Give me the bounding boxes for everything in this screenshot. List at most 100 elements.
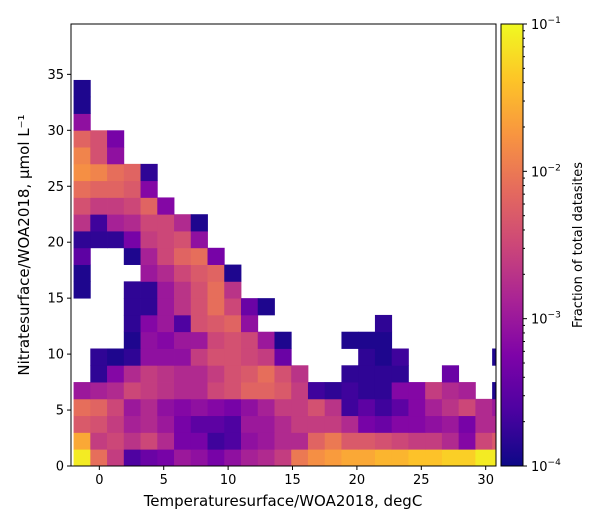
y-tick-label: 5 bbox=[56, 404, 64, 419]
colorbar-label: Fraction of total datasites bbox=[571, 162, 586, 328]
heatmap-cell bbox=[123, 281, 141, 299]
heatmap-cell bbox=[90, 231, 108, 249]
heatmap-cell bbox=[224, 415, 242, 433]
colorbar-tick-label: 10−2 bbox=[531, 163, 561, 180]
heatmap-cell bbox=[73, 231, 91, 249]
heatmap-cell bbox=[257, 432, 275, 450]
heatmap-cell bbox=[241, 398, 259, 417]
heatmap-cell bbox=[492, 432, 497, 450]
heatmap-cell bbox=[190, 432, 208, 450]
heatmap-cell bbox=[458, 398, 476, 417]
heatmap-cell bbox=[140, 415, 158, 433]
heatmap-cell bbox=[90, 348, 108, 366]
heatmap-cell bbox=[123, 449, 141, 467]
heatmap-cell bbox=[458, 415, 476, 433]
heatmap-cell bbox=[257, 348, 275, 366]
heatmap-cell bbox=[341, 415, 359, 433]
heatmap-cell bbox=[157, 331, 175, 349]
heatmap-cell bbox=[307, 449, 326, 467]
heatmap-cell bbox=[408, 398, 426, 417]
colorbar-tick-label: 10−4 bbox=[531, 458, 561, 475]
heatmap-cell bbox=[207, 449, 225, 467]
heatmap-cell bbox=[107, 432, 125, 450]
heatmap-cell bbox=[123, 214, 141, 232]
heatmap-cell bbox=[441, 365, 460, 383]
heatmap-cell bbox=[123, 231, 141, 249]
heatmap-cell bbox=[174, 264, 192, 282]
heatmap-cell bbox=[157, 314, 175, 333]
heatmap-cell bbox=[174, 314, 192, 333]
heatmap-cell bbox=[174, 348, 192, 366]
heatmap-cell bbox=[358, 415, 376, 433]
heatmap-cell bbox=[274, 348, 292, 366]
heatmap-cell bbox=[174, 415, 192, 433]
heatmap-cell bbox=[190, 231, 208, 249]
y-tick-label: 15 bbox=[47, 292, 64, 307]
heatmap-cell bbox=[140, 298, 158, 316]
heatmap-cell bbox=[174, 247, 192, 265]
heatmap-cell bbox=[73, 382, 91, 400]
heatmap-cell bbox=[207, 348, 225, 366]
y-tick-label: 25 bbox=[47, 180, 64, 195]
heatmap-cell bbox=[274, 382, 292, 400]
heatmap-cell bbox=[441, 415, 460, 433]
heatmap-cell bbox=[492, 382, 497, 400]
heatmap-cell bbox=[408, 432, 426, 450]
heatmap-cell bbox=[307, 432, 326, 450]
heatmap-cell bbox=[224, 432, 242, 450]
heatmap-cell bbox=[241, 348, 259, 366]
colorbar-ticks: 10−1 10−2 10−3 10−4 bbox=[523, 16, 561, 475]
heatmap-cell bbox=[123, 314, 141, 333]
heatmap-cell bbox=[107, 348, 125, 366]
heatmap-cell bbox=[224, 281, 242, 299]
heatmap-cell bbox=[241, 432, 259, 450]
heatmap-cell bbox=[374, 365, 393, 383]
heatmap-cell bbox=[140, 449, 158, 467]
heatmap-cell bbox=[157, 281, 175, 299]
heatmap-cell bbox=[73, 214, 91, 232]
heatmap-cell bbox=[140, 247, 158, 265]
heatmap-cell bbox=[90, 398, 108, 417]
heatmap-cell bbox=[107, 398, 125, 417]
heatmap-cells bbox=[73, 79, 497, 467]
heatmap-cell bbox=[291, 382, 309, 400]
heatmap-cell bbox=[441, 432, 460, 450]
heatmap-cell bbox=[224, 331, 242, 349]
heatmap-cell bbox=[257, 398, 275, 417]
heatmap-cell bbox=[207, 382, 225, 400]
heatmap-cell bbox=[207, 331, 225, 349]
heatmap-cell bbox=[90, 147, 108, 165]
heatmap-cell bbox=[458, 432, 476, 450]
y-tick-label: 35 bbox=[47, 68, 64, 83]
heatmap-cell bbox=[374, 398, 393, 417]
heatmap-cell bbox=[140, 432, 158, 450]
heatmap-cell bbox=[341, 365, 359, 383]
heatmap-cell bbox=[374, 382, 393, 400]
heatmap-cell bbox=[73, 264, 91, 282]
y-tick-label: 20 bbox=[47, 236, 64, 251]
heatmap-cell bbox=[257, 449, 275, 467]
heatmap-cell bbox=[408, 449, 426, 467]
heatmap-cell bbox=[73, 130, 91, 148]
heatmap-cell bbox=[324, 398, 342, 417]
heatmap-cell bbox=[475, 449, 493, 467]
heatmap-cell bbox=[492, 398, 497, 417]
heatmap-cell bbox=[174, 298, 192, 316]
heatmap-cell bbox=[157, 264, 175, 282]
heatmap-cell bbox=[190, 365, 208, 383]
heatmap-cell bbox=[174, 231, 192, 249]
heatmap-cell bbox=[157, 382, 175, 400]
heatmap-cell bbox=[73, 432, 91, 450]
heatmap-cell bbox=[107, 231, 125, 249]
heatmap-cell bbox=[140, 231, 158, 249]
heatmap-cell bbox=[123, 163, 141, 182]
heatmap-cell bbox=[190, 214, 208, 232]
heatmap-cell bbox=[190, 247, 208, 265]
heatmap-cell bbox=[73, 96, 91, 114]
heatmap-cell bbox=[157, 298, 175, 316]
heatmap-cell bbox=[174, 214, 192, 232]
heatmap-cell bbox=[190, 264, 208, 282]
heatmap-cell bbox=[224, 314, 242, 333]
x-axis-label: Temperaturesurface/WOA2018, degC bbox=[143, 492, 423, 510]
y-tick-label: 30 bbox=[47, 124, 64, 139]
